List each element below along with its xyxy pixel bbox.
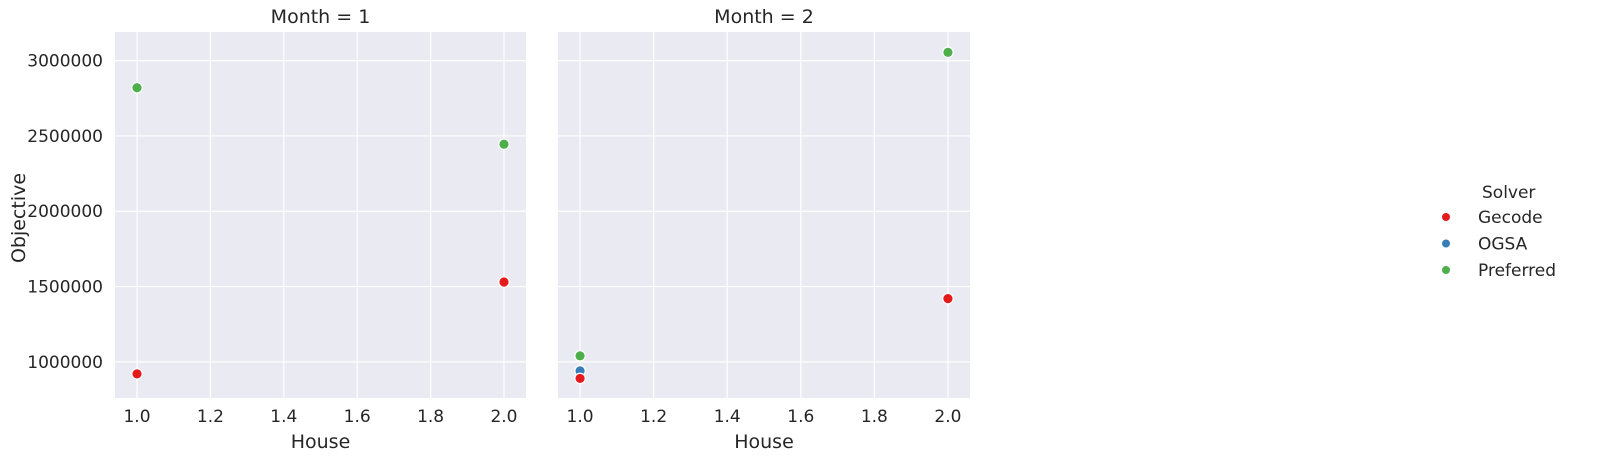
legend-marker-ogsa [1441, 238, 1451, 249]
x-axis-label: House [734, 431, 794, 453]
point-gecode [942, 292, 954, 305]
legend-label-gecode: Gecode [1478, 208, 1543, 228]
point-gecode [574, 372, 586, 385]
x-tick-label: 2.0 [490, 407, 517, 427]
panel-background [115, 32, 526, 398]
legend-label-ogsa: OGSA [1478, 235, 1528, 255]
point-preferred [131, 81, 143, 94]
x-tick-label: 1.6 [344, 407, 371, 427]
point-preferred [942, 46, 954, 59]
y-tick-label: 2500000 [27, 127, 103, 147]
x-tick-label: 2.0 [934, 407, 961, 427]
y-tick-label: 3000000 [27, 52, 103, 72]
legend-marker-gecode [1441, 212, 1451, 222]
x-tick-label: 1.6 [787, 407, 814, 427]
legend-marker-preferred [1441, 265, 1451, 275]
legend: Solver Gecode OGSA Preferred [1441, 183, 1556, 281]
facet-title: Month = 1 [271, 6, 371, 28]
x-tick-label: 1.8 [417, 407, 444, 427]
x-tick-label: 1.0 [567, 407, 594, 427]
legend-label-preferred: Preferred [1478, 261, 1556, 281]
x-tick-label: 1.8 [861, 407, 888, 427]
panel-background [558, 32, 970, 398]
facet-title: Month = 2 [714, 6, 814, 28]
point-preferred [574, 350, 586, 362]
y-tick-label: 1500000 [27, 278, 103, 298]
point-preferred [498, 138, 510, 151]
y-axis-label: Objective [8, 173, 30, 263]
x-tick-label: 1.4 [270, 407, 297, 427]
facet-panels: 1.0 1.2 1.4 1.6 1.8 2.0 1000000 1500000 2000000 2… [27, 6, 970, 453]
x-tick-label: 1.0 [123, 407, 150, 427]
y-tick-label: 1000000 [27, 353, 103, 373]
facet-panel-2: 1.0 1.2 1.4 1.6 1.8 2.0 Month = 2 House [558, 6, 970, 453]
x-tick-label: 1.4 [714, 407, 741, 427]
facet-panel-1: 1.0 1.2 1.4 1.6 1.8 2.0 1000000 1500000 2000000 2… [27, 6, 526, 453]
x-axis-label: House [291, 431, 351, 453]
point-gecode [498, 276, 510, 288]
point-gecode [131, 368, 143, 380]
legend-title: Solver [1482, 183, 1535, 203]
x-tick-label: 1.2 [197, 407, 224, 427]
x-tick-label: 1.2 [640, 407, 667, 427]
y-tick-label: 2000000 [27, 202, 103, 222]
